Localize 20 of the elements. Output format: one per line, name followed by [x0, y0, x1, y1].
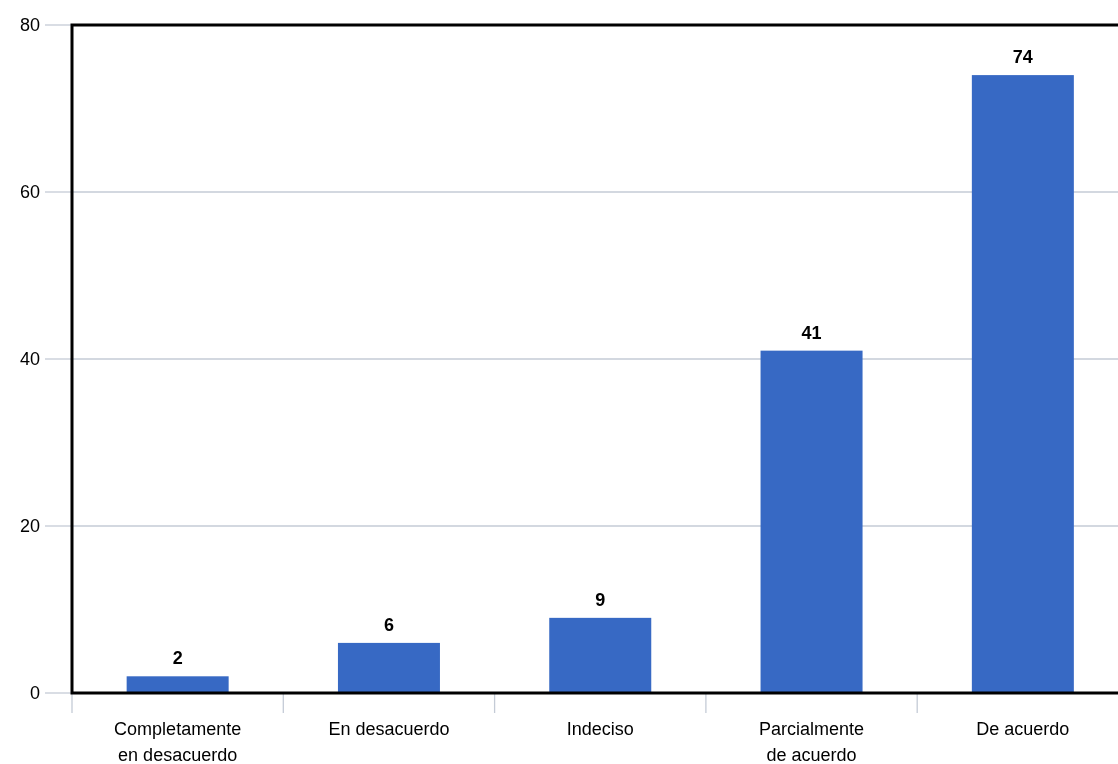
bar [337, 642, 440, 693]
y-tick-label: 60 [19, 182, 40, 203]
x-tick-label: Completamente en desacuerdo [114, 719, 242, 764]
x-tick-label: Indeciso [566, 719, 634, 739]
x-tick-label: En desacuerdo [328, 719, 450, 739]
y-tick-label: 40 [19, 349, 40, 370]
bar [126, 676, 229, 693]
data-label: 9 [595, 589, 606, 610]
data-label: 74 [1012, 47, 1033, 68]
bar [549, 617, 652, 693]
y-tick-label: 80 [19, 15, 40, 36]
bar [760, 350, 863, 693]
y-tick-label: 20 [19, 516, 40, 537]
data-label: 2 [172, 648, 183, 669]
y-tick-label: 0 [29, 683, 40, 704]
x-tick-label: Parcialmente de acuerdo [759, 719, 865, 764]
data-label: 41 [801, 322, 822, 343]
bar [971, 75, 1074, 693]
data-label: 6 [383, 614, 394, 635]
x-tick-label: De acuerdo [976, 719, 1070, 739]
